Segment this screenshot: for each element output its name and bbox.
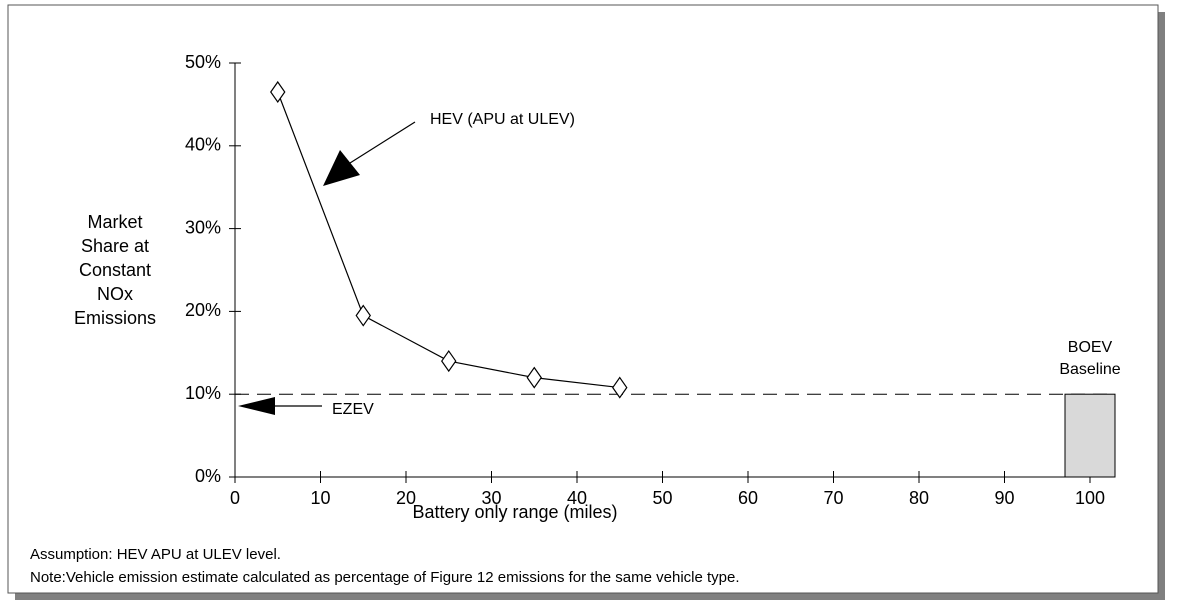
annotation: HEV (APU at ULEV) — [430, 111, 575, 128]
diamond-marker — [355, 304, 371, 327]
x-tick-label: 50 — [652, 488, 672, 508]
x-tick-label: 80 — [909, 488, 929, 508]
x-tick-label: 90 — [994, 488, 1014, 508]
y-tick-label: 10% — [185, 383, 221, 403]
diamond-marker — [441, 350, 457, 373]
x-tick-label: 10 — [310, 488, 330, 508]
x-tick-label: 0 — [230, 488, 240, 508]
y-axis-label: Constant — [79, 260, 151, 280]
x-tick-label: 70 — [823, 488, 843, 508]
y-axis-label: Share at — [81, 236, 149, 256]
diamond-marker — [270, 80, 286, 104]
baseline-bar — [1064, 393, 1116, 478]
x-tick-label: 20 — [396, 488, 416, 508]
annotation-arrowhead — [323, 150, 360, 186]
annotation-arrowhead — [238, 397, 275, 415]
y-axis-label: NOx — [97, 284, 133, 304]
y-tick-label: 20% — [185, 300, 221, 320]
y-tick-label: 30% — [185, 217, 221, 237]
frame — [7, 4, 1159, 594]
y-axis-label: Market — [87, 212, 142, 232]
note: Note:Vehicle emission estimate calculate… — [30, 569, 740, 586]
y-tick-label: 0% — [195, 466, 221, 486]
diamond-marker — [612, 376, 628, 399]
diamond-marker — [526, 366, 542, 389]
annotation-arrow — [349, 121, 416, 164]
x-axis-label: Battery only range (miles) — [412, 502, 617, 522]
x-tick-label: 40 — [567, 488, 587, 508]
annotation: EZEV — [332, 401, 374, 418]
x-tick-label: 60 — [738, 488, 758, 508]
baseline-label: BOEV — [1068, 339, 1113, 356]
y-tick-label: 40% — [185, 135, 221, 155]
baseline-label: Baseline — [1059, 361, 1120, 378]
y-axis-label: Emissions — [74, 308, 156, 328]
y-tick-label: 50% — [185, 52, 221, 72]
note: Assumption: HEV APU at ULEV level. — [30, 546, 281, 563]
x-tick-label: 100 — [1075, 488, 1105, 508]
x-tick-label: 30 — [481, 488, 501, 508]
